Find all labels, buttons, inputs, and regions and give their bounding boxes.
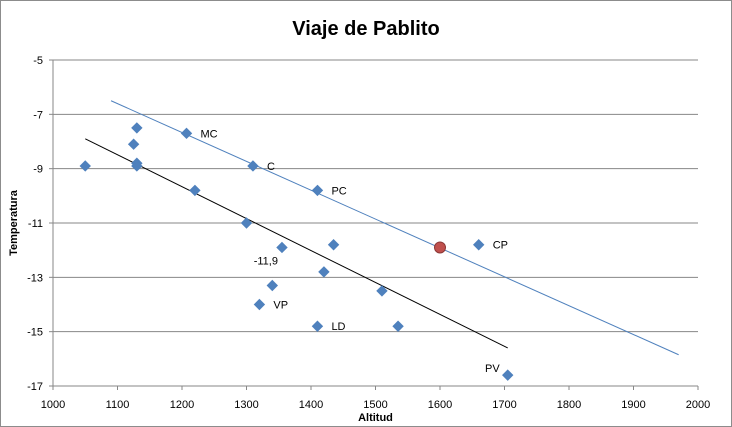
data-point bbox=[127, 138, 140, 150]
data-point bbox=[311, 184, 324, 197]
data-point bbox=[79, 160, 91, 172]
highlight-point bbox=[434, 241, 446, 254]
y-tick-label: -7 bbox=[33, 109, 43, 121]
point-label: C bbox=[267, 161, 275, 173]
point-label: CP bbox=[493, 240, 508, 252]
trendline bbox=[110, 100, 679, 356]
data-point bbox=[502, 369, 514, 381]
y-tick-label: -11 bbox=[28, 218, 43, 230]
x-tick-label: 1700 bbox=[492, 399, 516, 411]
x-tick-label: 1300 bbox=[234, 399, 258, 411]
y-tick-label: -13 bbox=[27, 272, 43, 284]
y-axis-label: Temperatura bbox=[8, 189, 20, 256]
x-tick-label: 1800 bbox=[557, 399, 581, 411]
trendline bbox=[85, 138, 508, 349]
data-point bbox=[180, 127, 193, 140]
data-point bbox=[189, 184, 201, 197]
data-point bbox=[472, 239, 485, 251]
data-point bbox=[276, 241, 288, 254]
y-tick-label: -5 bbox=[33, 55, 43, 67]
data-point bbox=[318, 266, 330, 278]
point-label: PV bbox=[485, 363, 500, 375]
y-tick-label: -15 bbox=[27, 327, 43, 339]
x-tick-label: 2000 bbox=[686, 399, 710, 411]
x-tick-label: 1900 bbox=[621, 399, 645, 411]
data-point bbox=[247, 160, 259, 172]
gridlines bbox=[53, 59, 698, 387]
x-tick-label: 1100 bbox=[106, 399, 130, 411]
y-tick-label: -17 bbox=[27, 381, 43, 393]
x-tick-label: 1000 bbox=[41, 399, 65, 411]
data-point bbox=[392, 320, 404, 332]
x-tick-label: 1200 bbox=[170, 399, 194, 411]
data-point bbox=[240, 217, 253, 229]
x-tick-label: 1600 bbox=[428, 399, 452, 411]
data-point bbox=[311, 320, 324, 332]
trendlines bbox=[85, 100, 679, 356]
data-point bbox=[327, 239, 340, 251]
data-points bbox=[79, 122, 514, 381]
x-axis-label: Altitud bbox=[358, 412, 393, 424]
data-point bbox=[266, 279, 279, 292]
point-label: VP bbox=[273, 300, 288, 312]
y-tick-label: -9 bbox=[33, 164, 43, 176]
point-label: LD bbox=[331, 321, 345, 333]
point-label: PC bbox=[331, 185, 346, 197]
data-point bbox=[253, 298, 266, 311]
x-tick-label: 1500 bbox=[363, 399, 387, 411]
chart-title: Viaje de Pablito bbox=[292, 18, 439, 40]
data-point bbox=[376, 285, 388, 297]
axes: -5 -7 -9 -11 -13 -15 -17 1000 1100 1200 1300 1400 15… bbox=[27, 55, 710, 411]
x-tick-label: 1400 bbox=[299, 399, 323, 411]
data-point bbox=[131, 160, 143, 172]
value-annotation: -11,9 bbox=[254, 255, 278, 267]
point-label: MC bbox=[201, 128, 218, 140]
data-point bbox=[131, 122, 143, 134]
point-labels: MC C VP PC LD CP PV -11,9 bbox=[201, 128, 508, 375]
